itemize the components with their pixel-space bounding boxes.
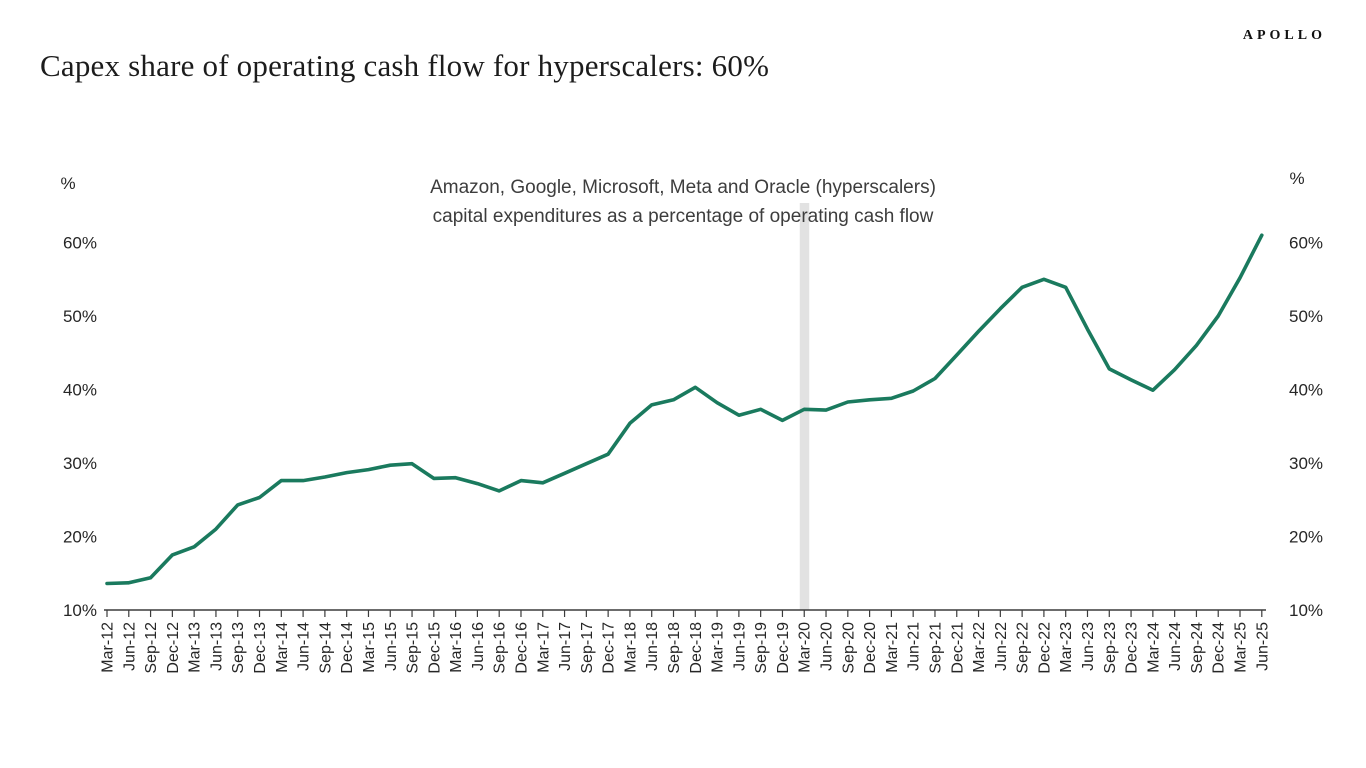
annotation-line-1: Amazon, Google, Microsoft, Meta and Orac… bbox=[430, 177, 936, 198]
x-axis-label: Sep-24 bbox=[1189, 622, 1206, 674]
annotation-line-2: capital expenditures as a percentage of … bbox=[432, 206, 934, 227]
x-axis-label: Jun-21 bbox=[906, 622, 923, 671]
x-axis-label: Sep-12 bbox=[143, 622, 160, 674]
x-axis-label: Sep-22 bbox=[1015, 622, 1032, 674]
x-axis-label: Jun-16 bbox=[470, 622, 487, 671]
x-axis-label: Sep-23 bbox=[1102, 622, 1119, 674]
x-axis-label: Mar-19 bbox=[710, 622, 727, 673]
x-axis-label: Jun-17 bbox=[557, 622, 574, 671]
y-axis-label-right: 10% bbox=[1289, 601, 1323, 620]
x-axis-label: Dec-15 bbox=[426, 622, 443, 674]
x-axis-label: Mar-20 bbox=[797, 622, 814, 673]
x-axis-label: Dec-24 bbox=[1211, 622, 1228, 674]
x-axis-label: Dec-14 bbox=[339, 622, 356, 674]
chart-title: Capex share of operating cash flow for h… bbox=[40, 48, 770, 83]
y-axis-label-left: 40% bbox=[63, 381, 97, 400]
x-axis-label: Mar-12 bbox=[100, 622, 117, 673]
x-axis-label: Jun-14 bbox=[296, 622, 313, 671]
x-axis-label: Mar-13 bbox=[187, 622, 204, 673]
x-axis-label: Mar-25 bbox=[1233, 622, 1250, 673]
chart-annotation: Amazon, Google, Microsoft, Meta and Orac… bbox=[0, 173, 1366, 231]
x-axis-label: Sep-20 bbox=[840, 622, 857, 674]
x-axis-label: Jun-22 bbox=[993, 622, 1010, 671]
y-axis-label-right: 30% bbox=[1289, 454, 1323, 473]
x-axis-label: Jun-19 bbox=[731, 622, 748, 671]
x-axis-label: Dec-18 bbox=[688, 622, 705, 674]
x-axis-label: Mar-23 bbox=[1058, 622, 1075, 673]
x-axis-label: Jun-18 bbox=[644, 622, 661, 671]
capex-share-line bbox=[105, 233, 1264, 586]
x-axis-label: Dec-19 bbox=[775, 622, 792, 674]
x-axis-label: Dec-16 bbox=[513, 622, 530, 674]
y-axis-label-left: 20% bbox=[63, 528, 97, 547]
x-axis-label: Sep-16 bbox=[492, 622, 509, 674]
x-axis-label: Jun-13 bbox=[208, 622, 225, 671]
x-axis-label: Jun-25 bbox=[1254, 622, 1271, 671]
x-axis-label: Sep-13 bbox=[230, 622, 247, 674]
x-axis-label: Jun-12 bbox=[121, 622, 138, 671]
x-axis-label: Sep-21 bbox=[927, 622, 944, 674]
x-axis-label: Mar-21 bbox=[884, 622, 901, 673]
y-axis-label-left: 10% bbox=[63, 601, 97, 620]
y-axis-label-right: 40% bbox=[1289, 381, 1323, 400]
x-axis-label: Sep-14 bbox=[317, 622, 334, 674]
x-axis-label: Dec-23 bbox=[1124, 622, 1141, 674]
y-axis-label-right: 20% bbox=[1289, 528, 1323, 547]
x-axis-label: Jun-24 bbox=[1167, 622, 1184, 671]
x-axis-label: Mar-18 bbox=[622, 622, 639, 673]
x-axis-label: Dec-20 bbox=[862, 622, 879, 674]
y-axis-label-left: 50% bbox=[63, 307, 97, 326]
y-axis-unit-left: % bbox=[60, 174, 75, 193]
x-axis-label: Mar-24 bbox=[1145, 622, 1162, 673]
x-axis-label: Dec-21 bbox=[949, 622, 966, 674]
x-axis-label: Dec-22 bbox=[1036, 622, 1053, 674]
x-axis-label: Sep-19 bbox=[753, 622, 770, 674]
x-axis-label: Sep-15 bbox=[405, 622, 422, 674]
y-axis-label-right: 50% bbox=[1289, 307, 1323, 326]
y-axis-label-right: 60% bbox=[1289, 234, 1323, 253]
y-axis-label-left: 30% bbox=[63, 454, 97, 473]
apollo-logo: APOLLO bbox=[1242, 28, 1326, 43]
y-axis-label-left: 60% bbox=[63, 234, 97, 253]
x-axis-label: Sep-17 bbox=[579, 622, 596, 674]
x-axis-label: Dec-13 bbox=[252, 622, 269, 674]
x-axis-label: Jun-20 bbox=[819, 622, 836, 671]
x-axis-label: Mar-15 bbox=[361, 622, 378, 673]
y-axis-unit-right: % bbox=[1289, 169, 1304, 188]
highlight-band-covid bbox=[799, 203, 810, 610]
x-axis-label: Mar-14 bbox=[274, 622, 291, 673]
x-axis-label: Jun-15 bbox=[383, 622, 400, 671]
x-axis-label: Dec-12 bbox=[165, 622, 182, 674]
x-axis-label: Mar-22 bbox=[971, 622, 988, 673]
x-axis-label: Jun-23 bbox=[1080, 622, 1097, 671]
x-axis-label: Dec-17 bbox=[601, 622, 618, 674]
x-axis-label: Mar-16 bbox=[448, 622, 465, 673]
x-axis-label: Sep-18 bbox=[666, 622, 683, 674]
x-axis-label: Mar-17 bbox=[535, 622, 552, 673]
